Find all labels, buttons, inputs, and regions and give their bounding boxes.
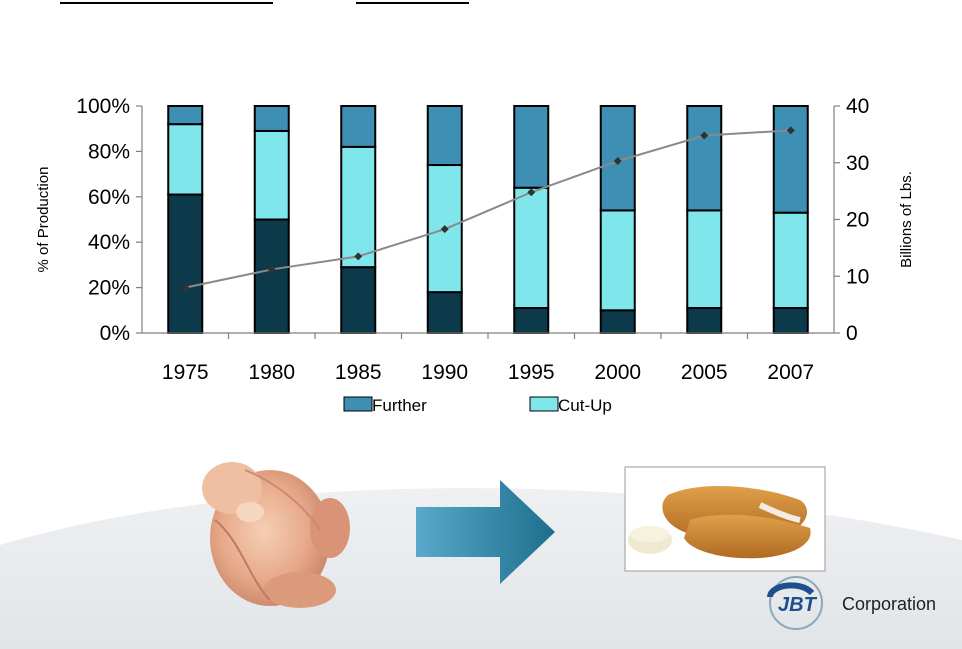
y-tick-label: 100%	[76, 95, 130, 118]
bar-1995-series-2	[513, 105, 550, 189]
legend-label-further: Further	[372, 396, 427, 415]
line-point-1975	[181, 283, 190, 292]
bar-1980-series-1	[253, 129, 290, 221]
y-tick-label: 40%	[88, 231, 130, 254]
y2-axis-title: Billions of Lbs.	[898, 171, 915, 268]
bar-1985-series-0	[340, 266, 377, 335]
y2-tick-label: 40	[846, 95, 869, 118]
y2-tick-label: 10	[846, 265, 869, 288]
bar-2000-series-0	[599, 309, 636, 334]
logo-mark: JBT	[778, 594, 818, 616]
legend-swatch-further	[343, 396, 373, 412]
bar-1975-series-2	[167, 105, 204, 126]
bar-1990-series-0	[426, 291, 463, 335]
bar-2000-series-1	[599, 209, 636, 312]
bar-1995-series-1	[513, 186, 550, 310]
line-point-1980	[267, 265, 276, 274]
line-series-path	[185, 129, 791, 289]
header-rule-right	[356, 2, 469, 4]
x-tick-label-2000: 2000	[594, 361, 641, 384]
bar-2007-series-1	[772, 211, 809, 310]
bars-group	[167, 105, 809, 335]
bar-1995-series-0	[513, 307, 550, 334]
line-point-1990	[440, 225, 449, 234]
x-tick-label-1975: 1975	[162, 361, 209, 384]
y-axis-title: % of Production	[35, 167, 52, 273]
x-tick-label-1985: 1985	[335, 361, 382, 384]
x-tick-label-2007: 2007	[767, 361, 814, 384]
line-point-2005	[700, 131, 709, 140]
line-point-2007	[786, 126, 795, 135]
y-tick-label: 80%	[88, 140, 130, 163]
y2-tick-label: 20	[846, 209, 869, 232]
legend-swatch-cut-up	[529, 396, 559, 412]
bar-1985-series-2	[340, 105, 377, 148]
bar-2005-series-2	[686, 105, 723, 212]
y-tick-label: 20%	[88, 277, 130, 300]
line-series-group	[181, 126, 795, 292]
jbt-logo: JBT Corporation	[767, 576, 936, 630]
right-arrow-icon	[416, 480, 555, 584]
y2-tick-label: 0	[846, 322, 858, 345]
logo-company-text: Corporation	[842, 594, 936, 614]
bar-1975-series-0	[167, 193, 204, 334]
x-tick-label-2005: 2005	[681, 361, 728, 384]
bar-2005-series-0	[686, 307, 723, 334]
y2-tick-label: 30	[846, 152, 869, 175]
bar-1985-series-1	[340, 145, 377, 269]
header-rule-left	[60, 2, 273, 4]
whole-chicken-image	[202, 462, 350, 608]
bar-2005-series-1	[686, 209, 723, 310]
bar-2007-series-0	[772, 307, 809, 334]
bar-1980-series-0	[253, 218, 290, 334]
line-point-2000	[613, 157, 622, 166]
legend: Further Cut-Up	[343, 396, 612, 415]
line-point-1985	[354, 252, 363, 261]
axes-group: 1975 1980 1985 1990 1995 2000 2005 2007 0% 20% 40%…	[35, 95, 915, 384]
bar-1990-series-2	[426, 105, 463, 167]
y-tick-label: 0%	[100, 322, 130, 345]
chicken-tenders-image	[624, 466, 826, 572]
y-tick-label: 60%	[88, 186, 130, 209]
x-tick-label-1995: 1995	[508, 361, 555, 384]
bar-2007-series-2	[772, 105, 809, 214]
x-tick-label-1980: 1980	[248, 361, 295, 384]
x-tick-label-1990: 1990	[421, 361, 468, 384]
bar-1980-series-2	[253, 105, 290, 132]
bar-1975-series-1	[167, 123, 204, 196]
line-point-1995	[527, 188, 536, 197]
legend-label-cut-up: Cut-Up	[558, 396, 612, 415]
